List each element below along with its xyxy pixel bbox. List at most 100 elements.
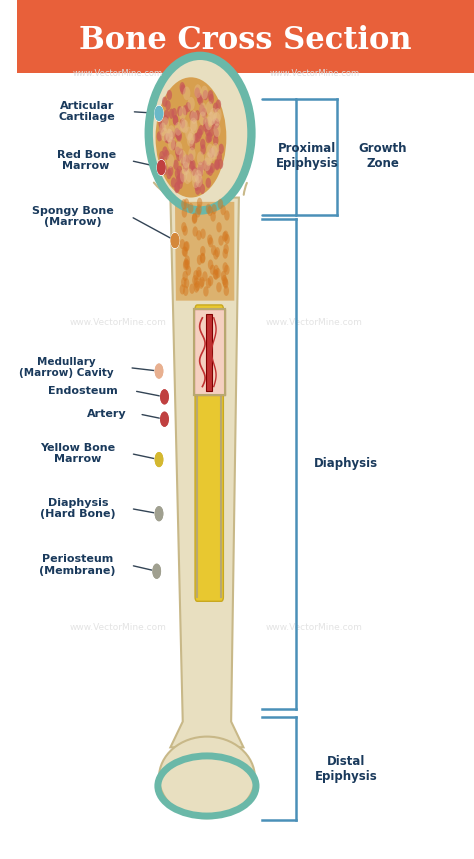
Circle shape [208, 148, 216, 161]
Circle shape [185, 126, 192, 140]
Circle shape [174, 181, 180, 192]
Text: Artery: Artery [87, 409, 127, 419]
Circle shape [195, 207, 201, 217]
Circle shape [197, 93, 202, 103]
Circle shape [161, 128, 168, 142]
Text: Diaphysis
(Hard Bone): Diaphysis (Hard Bone) [40, 497, 116, 520]
Circle shape [155, 452, 163, 467]
Circle shape [162, 146, 168, 156]
Circle shape [218, 159, 223, 169]
Circle shape [209, 112, 216, 125]
Circle shape [189, 283, 195, 294]
Circle shape [178, 149, 183, 159]
Circle shape [171, 234, 179, 247]
Ellipse shape [150, 58, 250, 209]
Circle shape [188, 203, 193, 213]
Circle shape [180, 284, 185, 295]
Circle shape [216, 100, 221, 110]
Circle shape [208, 237, 213, 247]
Circle shape [206, 178, 211, 188]
Circle shape [221, 271, 226, 281]
Text: www.VectorMine.com: www.VectorMine.com [70, 318, 166, 326]
Circle shape [180, 119, 187, 132]
Circle shape [155, 364, 163, 378]
Circle shape [201, 144, 206, 155]
Circle shape [213, 124, 221, 137]
Circle shape [211, 245, 217, 255]
Circle shape [198, 125, 204, 136]
Circle shape [168, 166, 173, 176]
Circle shape [206, 101, 213, 115]
Circle shape [196, 270, 202, 280]
Text: www.VectorMine.com: www.VectorMine.com [73, 69, 163, 77]
Circle shape [207, 235, 212, 245]
Circle shape [194, 283, 199, 293]
Circle shape [211, 119, 217, 130]
Circle shape [205, 152, 212, 166]
Circle shape [207, 112, 215, 125]
Text: Diaphysis: Diaphysis [314, 457, 378, 471]
Circle shape [219, 143, 224, 154]
Text: Medullary
(Marrow) Cavity: Medullary (Marrow) Cavity [19, 356, 113, 379]
Circle shape [165, 133, 171, 143]
Circle shape [196, 204, 202, 215]
Circle shape [209, 94, 214, 104]
Circle shape [195, 171, 201, 181]
Circle shape [224, 210, 229, 221]
Circle shape [155, 106, 163, 121]
Circle shape [195, 170, 202, 184]
Circle shape [175, 142, 182, 155]
Circle shape [214, 159, 220, 169]
Circle shape [161, 390, 168, 404]
Circle shape [184, 198, 189, 209]
Circle shape [164, 110, 169, 120]
Circle shape [161, 390, 168, 404]
Circle shape [213, 249, 219, 259]
Circle shape [206, 204, 211, 214]
Circle shape [162, 165, 167, 175]
Text: Distal
Epiphysis: Distal Epiphysis [315, 755, 378, 783]
Circle shape [223, 230, 228, 241]
PathPatch shape [175, 202, 234, 301]
Circle shape [177, 174, 182, 184]
Circle shape [202, 271, 208, 282]
Circle shape [153, 564, 160, 578]
Circle shape [195, 281, 200, 291]
Circle shape [200, 228, 206, 239]
Circle shape [213, 102, 219, 113]
Circle shape [192, 214, 197, 224]
Circle shape [175, 168, 180, 179]
Circle shape [190, 118, 197, 131]
Circle shape [184, 255, 190, 265]
Circle shape [182, 105, 188, 115]
Circle shape [160, 155, 165, 166]
Text: www.VectorMine.com: www.VectorMine.com [266, 623, 363, 631]
Circle shape [195, 174, 202, 187]
Circle shape [200, 253, 205, 264]
Circle shape [198, 167, 203, 177]
Circle shape [155, 107, 163, 120]
Circle shape [195, 132, 201, 143]
Circle shape [215, 268, 221, 278]
Circle shape [160, 411, 169, 427]
Circle shape [199, 102, 207, 116]
Circle shape [192, 275, 198, 285]
Circle shape [208, 259, 213, 270]
Circle shape [199, 105, 205, 115]
Circle shape [155, 364, 163, 378]
Circle shape [181, 277, 187, 288]
Circle shape [161, 412, 168, 426]
Circle shape [194, 84, 201, 98]
Circle shape [177, 106, 182, 116]
Circle shape [193, 133, 199, 143]
Circle shape [164, 133, 170, 143]
Circle shape [158, 118, 164, 128]
Circle shape [222, 262, 228, 272]
Circle shape [171, 140, 176, 150]
Circle shape [206, 278, 211, 289]
Circle shape [213, 112, 220, 125]
Circle shape [176, 151, 182, 161]
FancyBboxPatch shape [195, 305, 223, 601]
Circle shape [199, 278, 204, 289]
Circle shape [222, 275, 227, 285]
